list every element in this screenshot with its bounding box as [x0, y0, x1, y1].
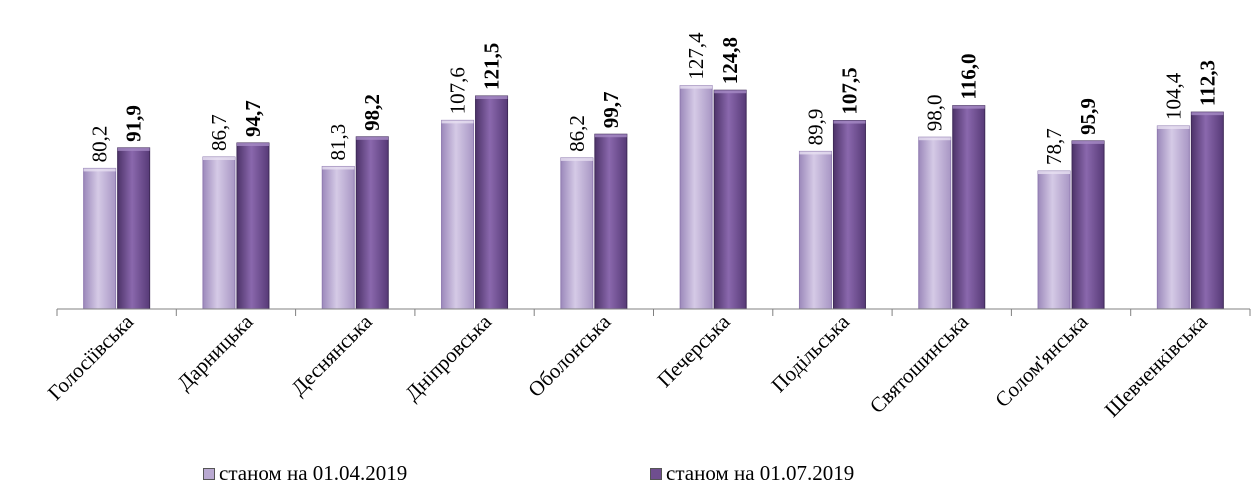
value-label-1-10: 104,4: [1161, 72, 1185, 120]
bar-cap-1-10: [1157, 125, 1190, 129]
bar-2-5: [594, 133, 628, 310]
bar-cap-1-7: [799, 151, 832, 155]
bar-cap-2-6: [714, 90, 747, 94]
value-label-2-1: 91,9: [122, 105, 146, 142]
bar-1-7: [798, 150, 832, 310]
bar-cap-1-5: [560, 157, 593, 161]
bar-cap-1-3: [322, 166, 355, 170]
bar-cap-2-7: [833, 120, 866, 124]
legend-item-series-2: станом на 01.07.2019: [650, 461, 854, 486]
value-label-2-9: 95,9: [1076, 98, 1100, 135]
bar-1-5: [560, 157, 594, 310]
category-label-6: Печерська: [652, 309, 735, 392]
bar-1-1: [83, 167, 117, 310]
category-label-5: Оболонська: [523, 309, 616, 402]
value-label-1-5: 86,2: [565, 115, 589, 152]
bar-cap-2-5: [594, 134, 627, 138]
bar-1-9: [1037, 170, 1071, 310]
value-label-1-2: 86,7: [207, 114, 231, 151]
legend-item-series-1: станом на 01.04.2019: [203, 461, 407, 486]
bar-cap-2-9: [1072, 140, 1105, 144]
value-label-1-3: 81,3: [326, 124, 350, 161]
category-label-9: Солом'янська: [990, 309, 1093, 412]
value-label-1-6: 127,4: [684, 32, 708, 80]
bar-2-8: [952, 105, 986, 310]
bar-cap-1-4: [441, 120, 474, 124]
bar-cap-2-1: [117, 147, 150, 151]
bar-cap-1-8: [918, 137, 951, 141]
value-label-2-4: 121,5: [480, 43, 504, 90]
bar-cap-2-3: [356, 136, 389, 140]
category-label-1: Голосіївська: [43, 309, 139, 405]
bar-cap-1-6: [680, 85, 713, 89]
bar-2-9: [1071, 140, 1105, 310]
bar-cap-2-10: [1191, 112, 1224, 116]
value-label-1-1: 80,2: [88, 126, 112, 163]
bar-1-4: [441, 119, 475, 310]
legend-swatch-series-2: [650, 467, 662, 480]
bar-cap-2-2: [236, 142, 269, 146]
value-label-2-8: 116,0: [957, 54, 981, 100]
bar-cap-1-9: [1038, 171, 1071, 175]
bar-cap-1-2: [202, 157, 235, 161]
value-label-2-3: 98,2: [360, 94, 384, 131]
category-label-2: Дарницька: [172, 309, 258, 395]
category-label-4: Дніпровська: [400, 309, 496, 405]
bar-2-7: [832, 120, 866, 310]
value-label-2-6: 124,8: [718, 37, 742, 84]
value-label-1-4: 107,6: [446, 67, 470, 114]
category-label-3: Деснянська: [286, 309, 377, 400]
bar-chart: 80,2 91,9 86,7 94,7 81,3 98,2 107,6 121,5 86,2 99…: [43, 32, 1251, 422]
bar-1-2: [202, 156, 236, 310]
value-label-1-8: 98,0: [923, 94, 947, 131]
bar-2-2: [236, 142, 270, 310]
bar-2-3: [355, 136, 389, 310]
bar-2-4: [475, 95, 509, 310]
value-label-2-2: 94,7: [241, 100, 265, 137]
bar-cap-2-4: [475, 96, 508, 100]
bar-1-6: [679, 85, 713, 310]
category-labels-layer: Голосіївська Дарницька Деснянська Дніпровсь…: [43, 309, 1213, 422]
bar-cap-2-8: [952, 105, 985, 109]
value-label-2-7: 107,5: [837, 67, 861, 114]
category-label-8: Святошинська: [865, 309, 974, 418]
x-axis: [56, 308, 1251, 316]
bar-2-1: [117, 147, 151, 310]
category-label-10: Шевченківська: [1100, 309, 1213, 422]
bar-1-8: [918, 136, 952, 310]
value-label-1-9: 78,7: [1042, 128, 1066, 165]
value-label-1-7: 89,9: [803, 109, 827, 146]
legend-swatch-series-1: [203, 467, 215, 480]
bar-1-3: [321, 165, 355, 310]
category-label-7: Подільська: [766, 309, 854, 397]
bar-1-10: [1156, 125, 1190, 310]
bar-cap-1-1: [83, 168, 116, 172]
value-labels-layer: 80,2 91,9 86,7 94,7 81,3 98,2 107,6 121,5 86,2 99…: [88, 32, 1220, 165]
legend-label-series-2: станом на 01.07.2019: [666, 461, 855, 485]
bar-2-10: [1190, 111, 1224, 310]
legend-label-series-1: станом на 01.04.2019: [219, 461, 408, 485]
bar-2-6: [713, 89, 747, 310]
legend: станом на 01.04.2019 станом на 01.07.201…: [0, 461, 1256, 489]
value-label-2-5: 99,7: [599, 91, 623, 128]
value-label-2-10: 112,3: [1195, 60, 1219, 106]
